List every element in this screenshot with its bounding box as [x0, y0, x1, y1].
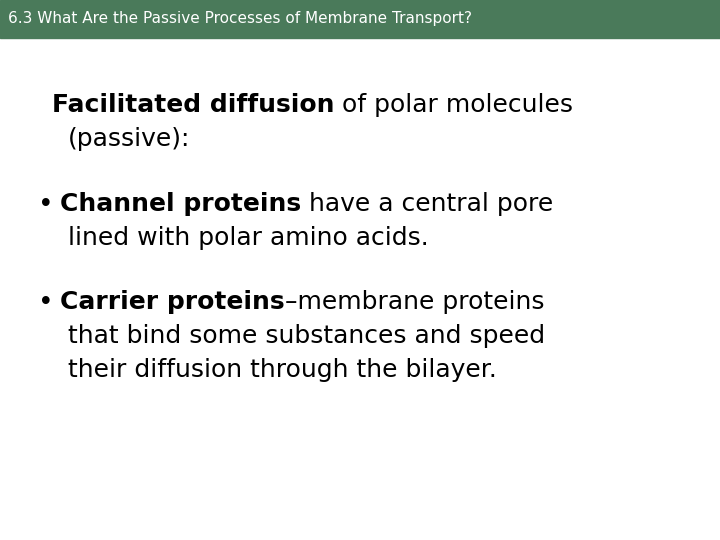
Text: Facilitated diffusion: Facilitated diffusion: [52, 93, 335, 117]
Text: –membrane proteins: –membrane proteins: [284, 290, 544, 314]
Text: that bind some substances and speed: that bind some substances and speed: [68, 324, 545, 348]
Bar: [0, 0, 720, 38]
Text: lined with polar amino acids.: lined with polar amino acids.: [68, 226, 428, 249]
Text: 6.3 What Are the Passive Processes of Membrane Transport?: 6.3 What Are the Passive Processes of Me…: [8, 11, 472, 26]
Text: Carrier proteins: Carrier proteins: [60, 290, 284, 314]
Text: have a central pore: have a central pore: [301, 192, 554, 215]
Text: their diffusion through the bilayer.: their diffusion through the bilayer.: [68, 358, 497, 382]
Text: (passive):: (passive):: [68, 127, 190, 151]
Text: of polar molecules: of polar molecules: [335, 93, 574, 117]
Text: •: •: [38, 192, 53, 218]
Text: •: •: [38, 290, 53, 316]
Text: Channel proteins: Channel proteins: [60, 192, 301, 215]
